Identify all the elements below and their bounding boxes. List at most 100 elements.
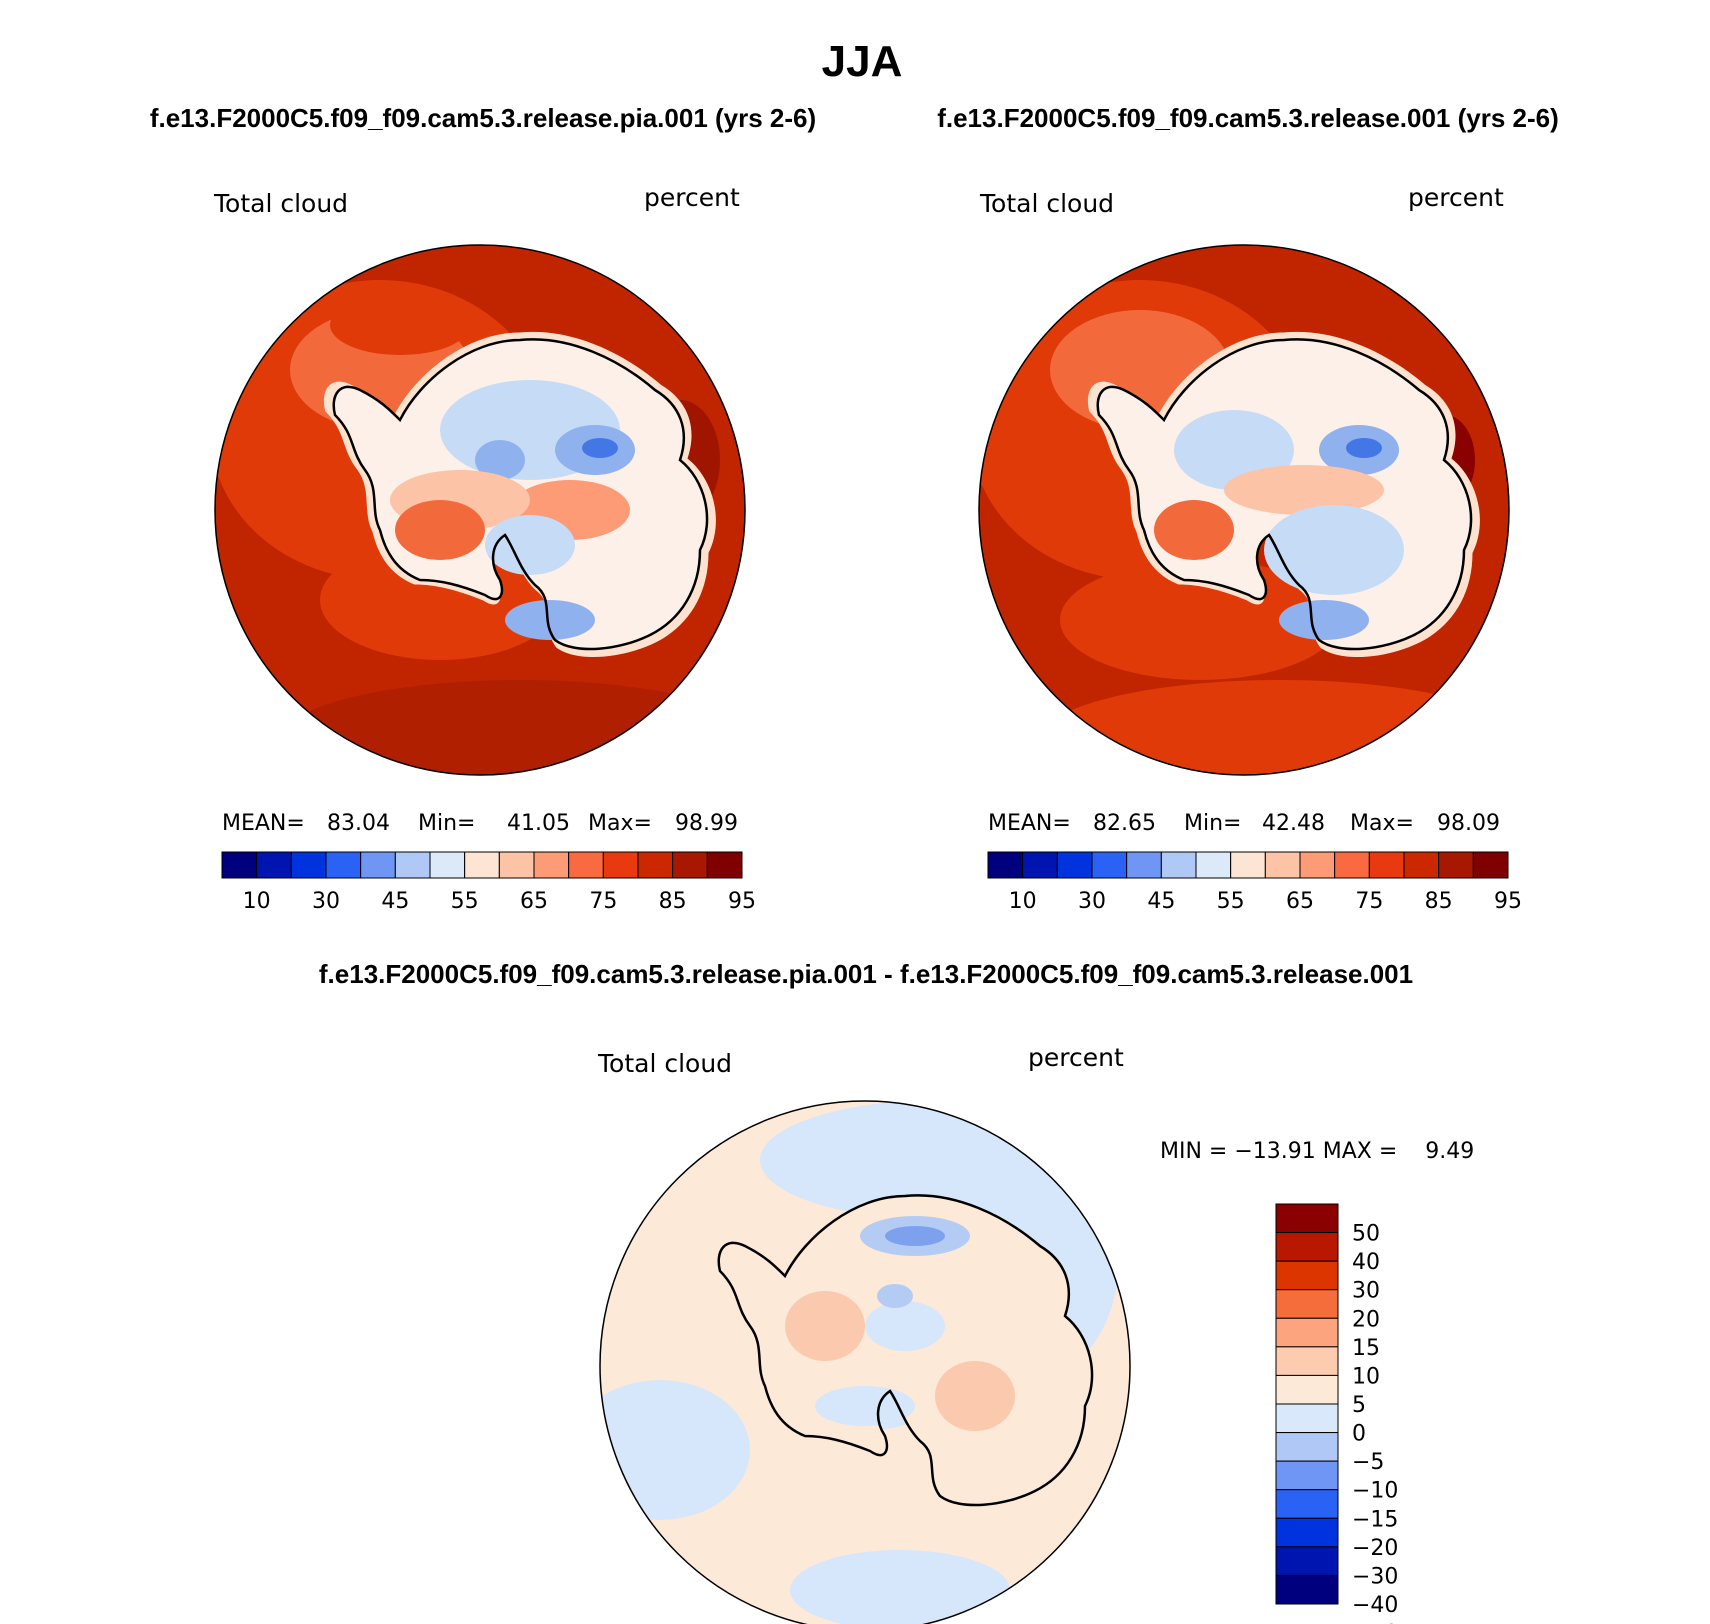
panel-left-colorbar-swatch — [498, 851, 535, 879]
difference-colorbar-tick-label: −50 — [1352, 1622, 1398, 1624]
difference-colorbar-swatch — [1275, 1260, 1339, 1291]
panel-right-colorbar-swatch — [1230, 851, 1266, 879]
difference-stats: MIN = −13.91 MAX = 9.49 — [1160, 1139, 1474, 1164]
panel-right-colorbar-tick-label: 30 — [1078, 889, 1106, 914]
panel-right-min-label: Min= — [1184, 811, 1241, 836]
figure-title: JJA — [822, 37, 903, 86]
panel-left-min: 41.05 — [507, 811, 570, 836]
difference-colorbar-tick-label: 0 — [1352, 1422, 1366, 1447]
panel-right-colorbar-tick-label: 65 — [1286, 889, 1314, 914]
panel-left-min-label: Min= — [418, 811, 475, 836]
difference-colorbar-tick-label: 50 — [1352, 1222, 1380, 1247]
panel-right-colorbar-tick-label: 45 — [1147, 889, 1175, 914]
difference-colorbar-swatch — [1275, 1346, 1339, 1376]
difference-colorbar-tick-label: 10 — [1352, 1364, 1380, 1389]
difference-colorbar-tick-label: −15 — [1352, 1507, 1398, 1532]
panel-right-colorbar-swatch — [1022, 851, 1058, 879]
difference-colorbar-tick-label: 30 — [1352, 1279, 1380, 1304]
panel-left-colorbar-swatch — [360, 851, 396, 879]
panel-right-colorbar-tick-label: 85 — [1425, 889, 1453, 914]
panel-left-mean: 83.04 — [327, 811, 390, 836]
panel-left-colorbar-swatch — [637, 851, 674, 879]
difference-header: f.e13.F2000C5.f09_f09.cam5.3.release.pia… — [319, 959, 1413, 989]
difference-colorbar-swatch — [1275, 1574, 1339, 1605]
panel-left-map-border — [214, 244, 746, 776]
difference-map — [600, 1101, 1130, 1624]
panel-right-colorbar-tick-label: 75 — [1355, 889, 1383, 914]
difference-colorbar-swatch — [1275, 1432, 1339, 1462]
panel-left-colorbar-swatch — [256, 851, 292, 879]
panel-right-colorbar-swatch — [1472, 851, 1509, 879]
panel-left-colorbar-tick-label: 65 — [520, 889, 548, 914]
panel-right-min: 42.48 — [1262, 811, 1325, 836]
panel-left-colorbar-swatch — [706, 851, 743, 879]
panel-right-colorbar-swatch — [1403, 851, 1440, 879]
panel-left-max-label: Max= — [588, 811, 652, 836]
panel-left-colorbar-tick-label: 30 — [312, 889, 340, 914]
difference-colorbar-tick-label: 15 — [1352, 1336, 1380, 1361]
panel-left-colorbar-tick-label: 85 — [659, 889, 687, 914]
panel-right-colorbar-swatch — [1056, 851, 1093, 879]
panel-right-colorbar-swatch — [1264, 851, 1301, 879]
difference-colorbar-swatch — [1275, 1232, 1339, 1262]
difference-colorbar-swatch — [1275, 1203, 1339, 1234]
panel-left-max: 98.99 — [675, 811, 738, 836]
difference-colorbar-swatch — [1275, 1289, 1339, 1319]
panel-right-map-border — [978, 244, 1510, 776]
difference-colorbar-tick-label: −30 — [1352, 1564, 1398, 1589]
panel-left-colorbar-swatch — [533, 851, 570, 879]
difference-units: percent — [1028, 1043, 1124, 1072]
panel-left-colorbar-swatch — [602, 851, 639, 879]
panel-right-colorbar-swatch — [1334, 851, 1370, 879]
panel-left-header: f.e13.F2000C5.f09_f09.cam5.3.release.pia… — [150, 103, 816, 133]
difference-colorbar-tick-label: 20 — [1352, 1307, 1380, 1332]
panel-right-mean-label: MEAN= — [988, 811, 1071, 836]
panel-left-units: percent — [644, 183, 740, 212]
panel-right-units: percent — [1408, 183, 1504, 212]
panel-right-stats: MEAN= 82.65 Min= 42.48 Max= 98.09 — [988, 811, 1500, 836]
panel-right-colorbar-swatch — [1195, 851, 1232, 879]
panel-right-colorbar-swatch — [1160, 851, 1197, 879]
panel-left-variable: Total cloud — [213, 189, 348, 218]
panel-left-colorbar-swatch — [568, 851, 604, 879]
panel-right-max: 98.09 — [1437, 811, 1500, 836]
difference-colorbar-tick-label: −20 — [1352, 1536, 1398, 1561]
panel-left-map — [215, 245, 745, 775]
panel-left-colorbar-tick-label: 95 — [728, 889, 756, 914]
panel-left-colorbar-tick-label: 55 — [451, 889, 479, 914]
panel-right-max-label: Max= — [1350, 811, 1414, 836]
panel-left-colorbar-swatch — [464, 851, 500, 879]
difference-colorbar-tick-label: 40 — [1352, 1250, 1380, 1275]
panel-right-colorbar: 10 30 45 55 65 75 85 95 — [987, 851, 1522, 914]
panel-left-colorbar-tick-label: 10 — [243, 889, 271, 914]
panel-right-colorbar-swatch — [1438, 851, 1474, 879]
panel-left-colorbar: 10 30 45 55 65 75 85 95 — [221, 851, 756, 914]
panel-right-colorbar-swatch — [1126, 851, 1162, 879]
panel-left-colorbar-swatch — [290, 851, 327, 879]
difference-colorbar-tick-label: −10 — [1352, 1479, 1398, 1504]
panel-right-colorbar-swatch — [1368, 851, 1405, 879]
difference-colorbar-tick-label: 5 — [1352, 1393, 1366, 1418]
difference-colorbar-swatch — [1275, 1317, 1339, 1348]
panel-left-colorbar-swatch — [325, 851, 362, 879]
difference-colorbar-swatch — [1275, 1374, 1339, 1405]
difference-colorbar-swatch — [1275, 1489, 1339, 1519]
difference-colorbar-tick-label: −5 — [1352, 1450, 1384, 1475]
panel-left-colorbar-swatch — [221, 851, 258, 879]
panel-right-colorbar-swatch — [1091, 851, 1128, 879]
panel-right-colorbar-tick-label: 95 — [1494, 889, 1522, 914]
difference-colorbar-swatch — [1275, 1403, 1339, 1434]
panel-right-header: f.e13.F2000C5.f09_f09.cam5.3.release.001… — [937, 103, 1559, 133]
difference-colorbar-swatch — [1275, 1546, 1339, 1576]
panel-left-colorbar-swatch — [394, 851, 431, 879]
panel-left-mean-label: MEAN= — [222, 811, 305, 836]
difference-variable: Total cloud — [597, 1049, 732, 1078]
panel-right-colorbar-tick-label: 10 — [1009, 889, 1037, 914]
panel-right-mean: 82.65 — [1093, 811, 1156, 836]
panel-right-map — [979, 245, 1509, 775]
panel-left-stats: MEAN= 83.04 Min= 41.05 Max= 98.99 — [222, 811, 738, 836]
panel-left-colorbar-tick-label: 45 — [381, 889, 409, 914]
panel-right-colorbar-swatch — [1299, 851, 1336, 879]
